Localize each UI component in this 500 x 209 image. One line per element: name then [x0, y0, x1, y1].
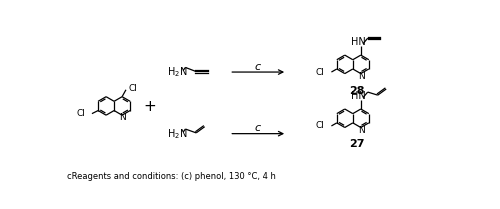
Text: HN: HN [351, 37, 366, 47]
Text: +: + [144, 99, 156, 114]
Text: 28: 28 [349, 85, 364, 96]
Text: c: c [254, 123, 261, 133]
Text: N: N [358, 72, 365, 81]
Text: Cl: Cl [316, 121, 324, 130]
Text: ᴄReagents and conditions: (c) phenol, 130 °C, 4 h: ᴄReagents and conditions: (c) phenol, 13… [67, 172, 276, 181]
Text: N: N [358, 126, 365, 135]
Text: H$_2$N: H$_2$N [168, 127, 188, 140]
Text: N: N [120, 113, 126, 122]
Text: Cl: Cl [316, 68, 324, 76]
Text: Cl: Cl [76, 109, 85, 118]
Text: H$_2$N: H$_2$N [168, 65, 188, 79]
Text: Cl: Cl [128, 84, 137, 93]
Text: c: c [254, 62, 261, 72]
Text: HN: HN [351, 91, 366, 101]
Text: 27: 27 [349, 139, 364, 149]
